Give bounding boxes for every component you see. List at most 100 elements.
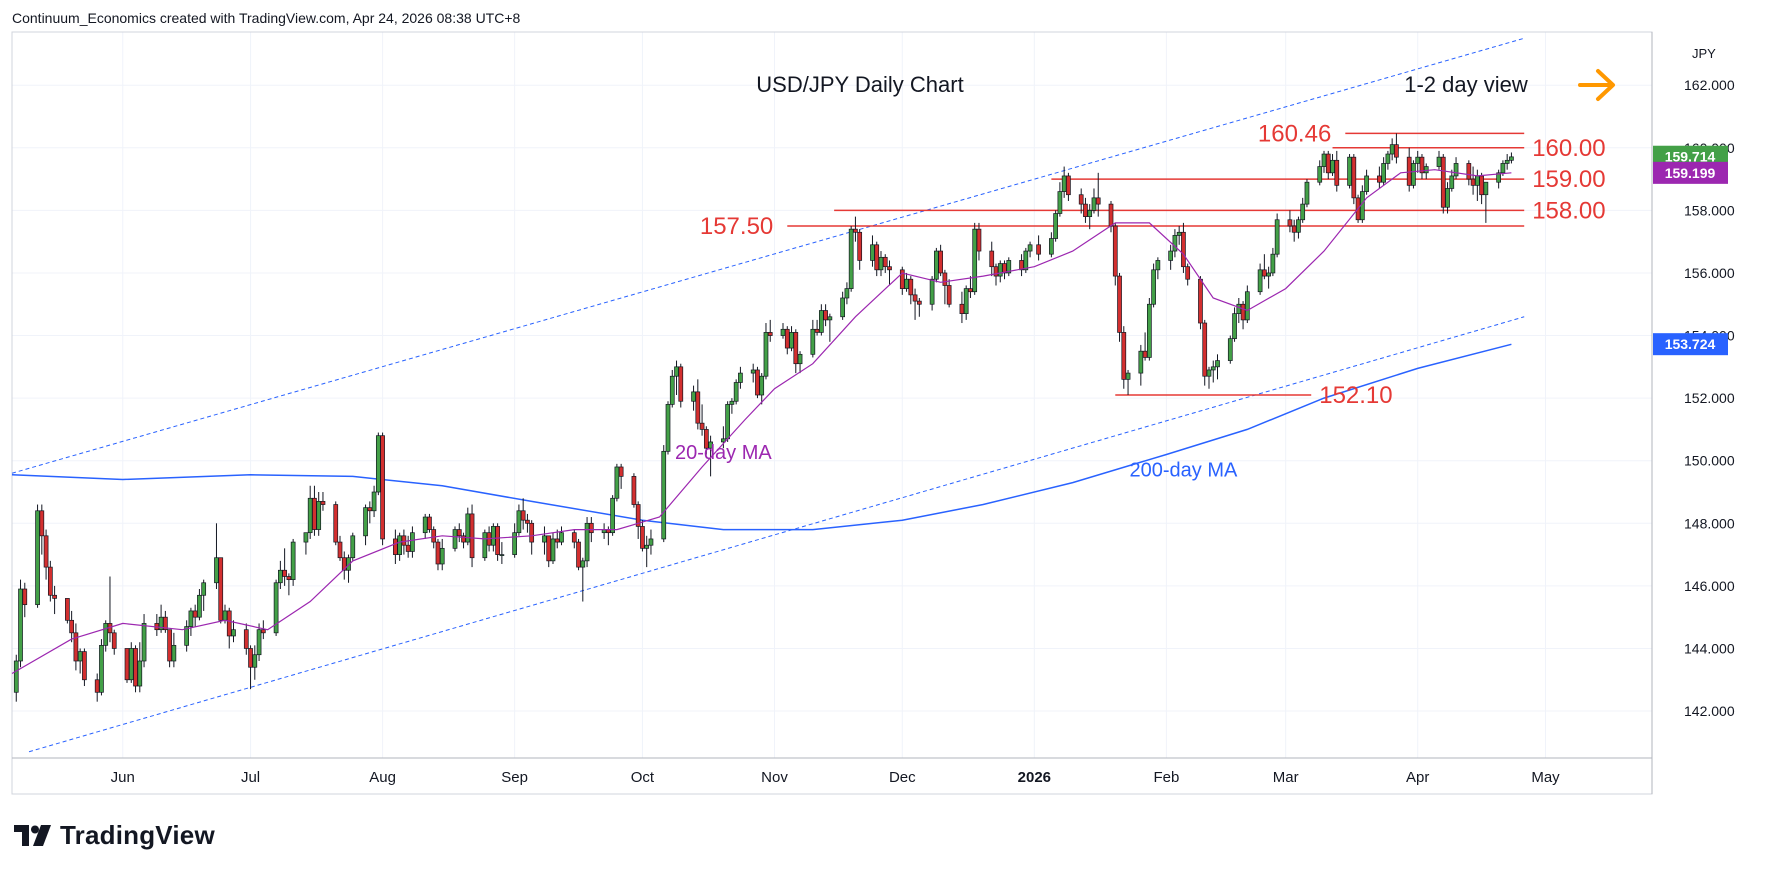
candle-body bbox=[371, 491, 377, 512]
candle-body bbox=[350, 535, 356, 559]
candle-body bbox=[699, 422, 705, 430]
price-badge-label: 159.199 bbox=[1665, 165, 1716, 181]
candle-body bbox=[993, 266, 999, 277]
candle-body bbox=[422, 516, 428, 534]
currency-label: JPY bbox=[1692, 46, 1716, 61]
candle-body bbox=[972, 228, 978, 293]
y-tick-label: 146.000 bbox=[1684, 578, 1735, 594]
candle-body bbox=[559, 532, 564, 543]
candle-body bbox=[1023, 250, 1029, 271]
candle-body bbox=[1415, 156, 1421, 164]
price-badge-label: 153.724 bbox=[1665, 336, 1716, 352]
candle-body bbox=[337, 541, 343, 559]
price-badge bbox=[1653, 333, 1728, 356]
candle-body bbox=[1304, 181, 1310, 205]
tradingview-brand[interactable]: TradingView bbox=[14, 820, 215, 851]
candle-body bbox=[963, 288, 969, 314]
candle-body bbox=[82, 651, 87, 681]
x-tick-label: Oct bbox=[631, 769, 655, 786]
level-label: 158.00 bbox=[1532, 197, 1605, 224]
candle-body bbox=[1483, 181, 1489, 196]
candle-body bbox=[303, 532, 309, 543]
candle-body bbox=[1262, 269, 1267, 277]
candle-body bbox=[499, 554, 505, 556]
candle-body bbox=[1445, 188, 1450, 208]
candle-body bbox=[260, 629, 266, 634]
candle-body bbox=[554, 538, 560, 543]
tradingview-logo-icon bbox=[14, 824, 51, 846]
candle-body bbox=[1385, 153, 1391, 164]
candle-body bbox=[1112, 225, 1118, 277]
y-tick-label: 148.000 bbox=[1684, 515, 1735, 531]
candle-body bbox=[469, 513, 475, 559]
candle-body bbox=[1027, 244, 1033, 252]
candle-body bbox=[618, 466, 624, 477]
x-tick-label: Apr bbox=[1406, 769, 1429, 786]
candle-body bbox=[1138, 350, 1144, 374]
candle-body bbox=[252, 654, 258, 668]
candle-body bbox=[678, 366, 684, 402]
candle-body bbox=[1394, 144, 1399, 158]
candle-body bbox=[588, 522, 594, 534]
candle-body bbox=[823, 310, 828, 321]
candle-body bbox=[525, 519, 530, 524]
candle-body bbox=[738, 372, 743, 383]
candle-body bbox=[1500, 163, 1506, 174]
x-tick-label: Jun bbox=[111, 769, 135, 786]
candle-body bbox=[439, 547, 445, 565]
ma200-line bbox=[11, 343, 1512, 531]
candle-body bbox=[934, 250, 939, 280]
candle-body bbox=[1406, 156, 1412, 186]
candle-body bbox=[1287, 219, 1293, 227]
chart-frame bbox=[11, 31, 1653, 795]
candle-body bbox=[610, 497, 615, 534]
ma200-layer bbox=[11, 343, 1512, 531]
candle-body bbox=[1176, 231, 1182, 236]
candle-body bbox=[959, 303, 965, 314]
candle-body bbox=[197, 594, 202, 618]
candle-body bbox=[989, 250, 995, 268]
candle-body bbox=[163, 616, 168, 631]
candle-body bbox=[703, 429, 709, 449]
time-axis[interactable]: Jun Jul Aug Sep Oct Nov Dec 2026 Feb Mar Apr May bbox=[111, 769, 1561, 786]
candle-body bbox=[65, 598, 70, 621]
candle-body bbox=[550, 538, 556, 562]
candle-body bbox=[929, 278, 935, 305]
candle-body bbox=[1296, 219, 1301, 233]
candle-body bbox=[103, 623, 109, 646]
x-tick-label: Nov bbox=[761, 769, 788, 786]
candle-body bbox=[691, 391, 696, 402]
candle-body bbox=[35, 510, 40, 606]
y-tick-label: 144.000 bbox=[1684, 640, 1735, 656]
candle-body bbox=[456, 529, 462, 537]
candle-body bbox=[542, 535, 547, 543]
candle-body bbox=[844, 288, 850, 299]
channel-line bbox=[28, 316, 1525, 753]
candle-body bbox=[665, 404, 671, 452]
candle-body bbox=[380, 435, 385, 540]
candle-body bbox=[77, 651, 83, 662]
candle-body bbox=[814, 328, 820, 333]
x-tick-label: Dec bbox=[889, 769, 916, 786]
candles-layer bbox=[13, 133, 1514, 702]
x-tick-label: Mar bbox=[1273, 769, 1299, 786]
candle-body bbox=[1215, 360, 1220, 368]
candle-body bbox=[188, 610, 194, 627]
candle-body bbox=[1232, 313, 1237, 340]
annotations: USD/JPY Daily Chart 1-2 day view 20-day MA… bbox=[675, 69, 1615, 481]
candle-body bbox=[674, 366, 679, 377]
candle-body bbox=[1236, 303, 1242, 314]
candle-body bbox=[912, 294, 918, 302]
candle-body bbox=[1270, 253, 1276, 274]
candle-body bbox=[1364, 175, 1369, 192]
candle-body bbox=[243, 629, 249, 649]
candle-body bbox=[908, 278, 914, 296]
candle-body bbox=[367, 507, 373, 512]
y-tick-label: 142.000 bbox=[1684, 703, 1735, 719]
candle-body bbox=[393, 538, 398, 555]
candle-body bbox=[290, 541, 296, 580]
candle-body bbox=[405, 544, 411, 552]
level-label: 152.10 bbox=[1319, 382, 1392, 409]
